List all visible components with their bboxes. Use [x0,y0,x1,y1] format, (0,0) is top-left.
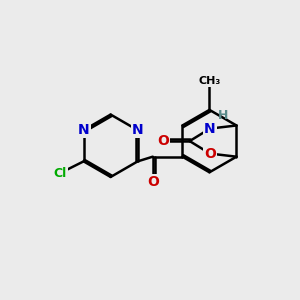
Text: N: N [132,123,143,137]
Text: H: H [218,109,229,122]
Text: N: N [204,122,216,136]
Text: N: N [78,123,89,137]
Text: CH₃: CH₃ [198,76,220,86]
Text: O: O [147,175,159,189]
Text: O: O [204,147,216,160]
Text: O: O [157,134,169,148]
Text: Cl: Cl [53,167,67,180]
